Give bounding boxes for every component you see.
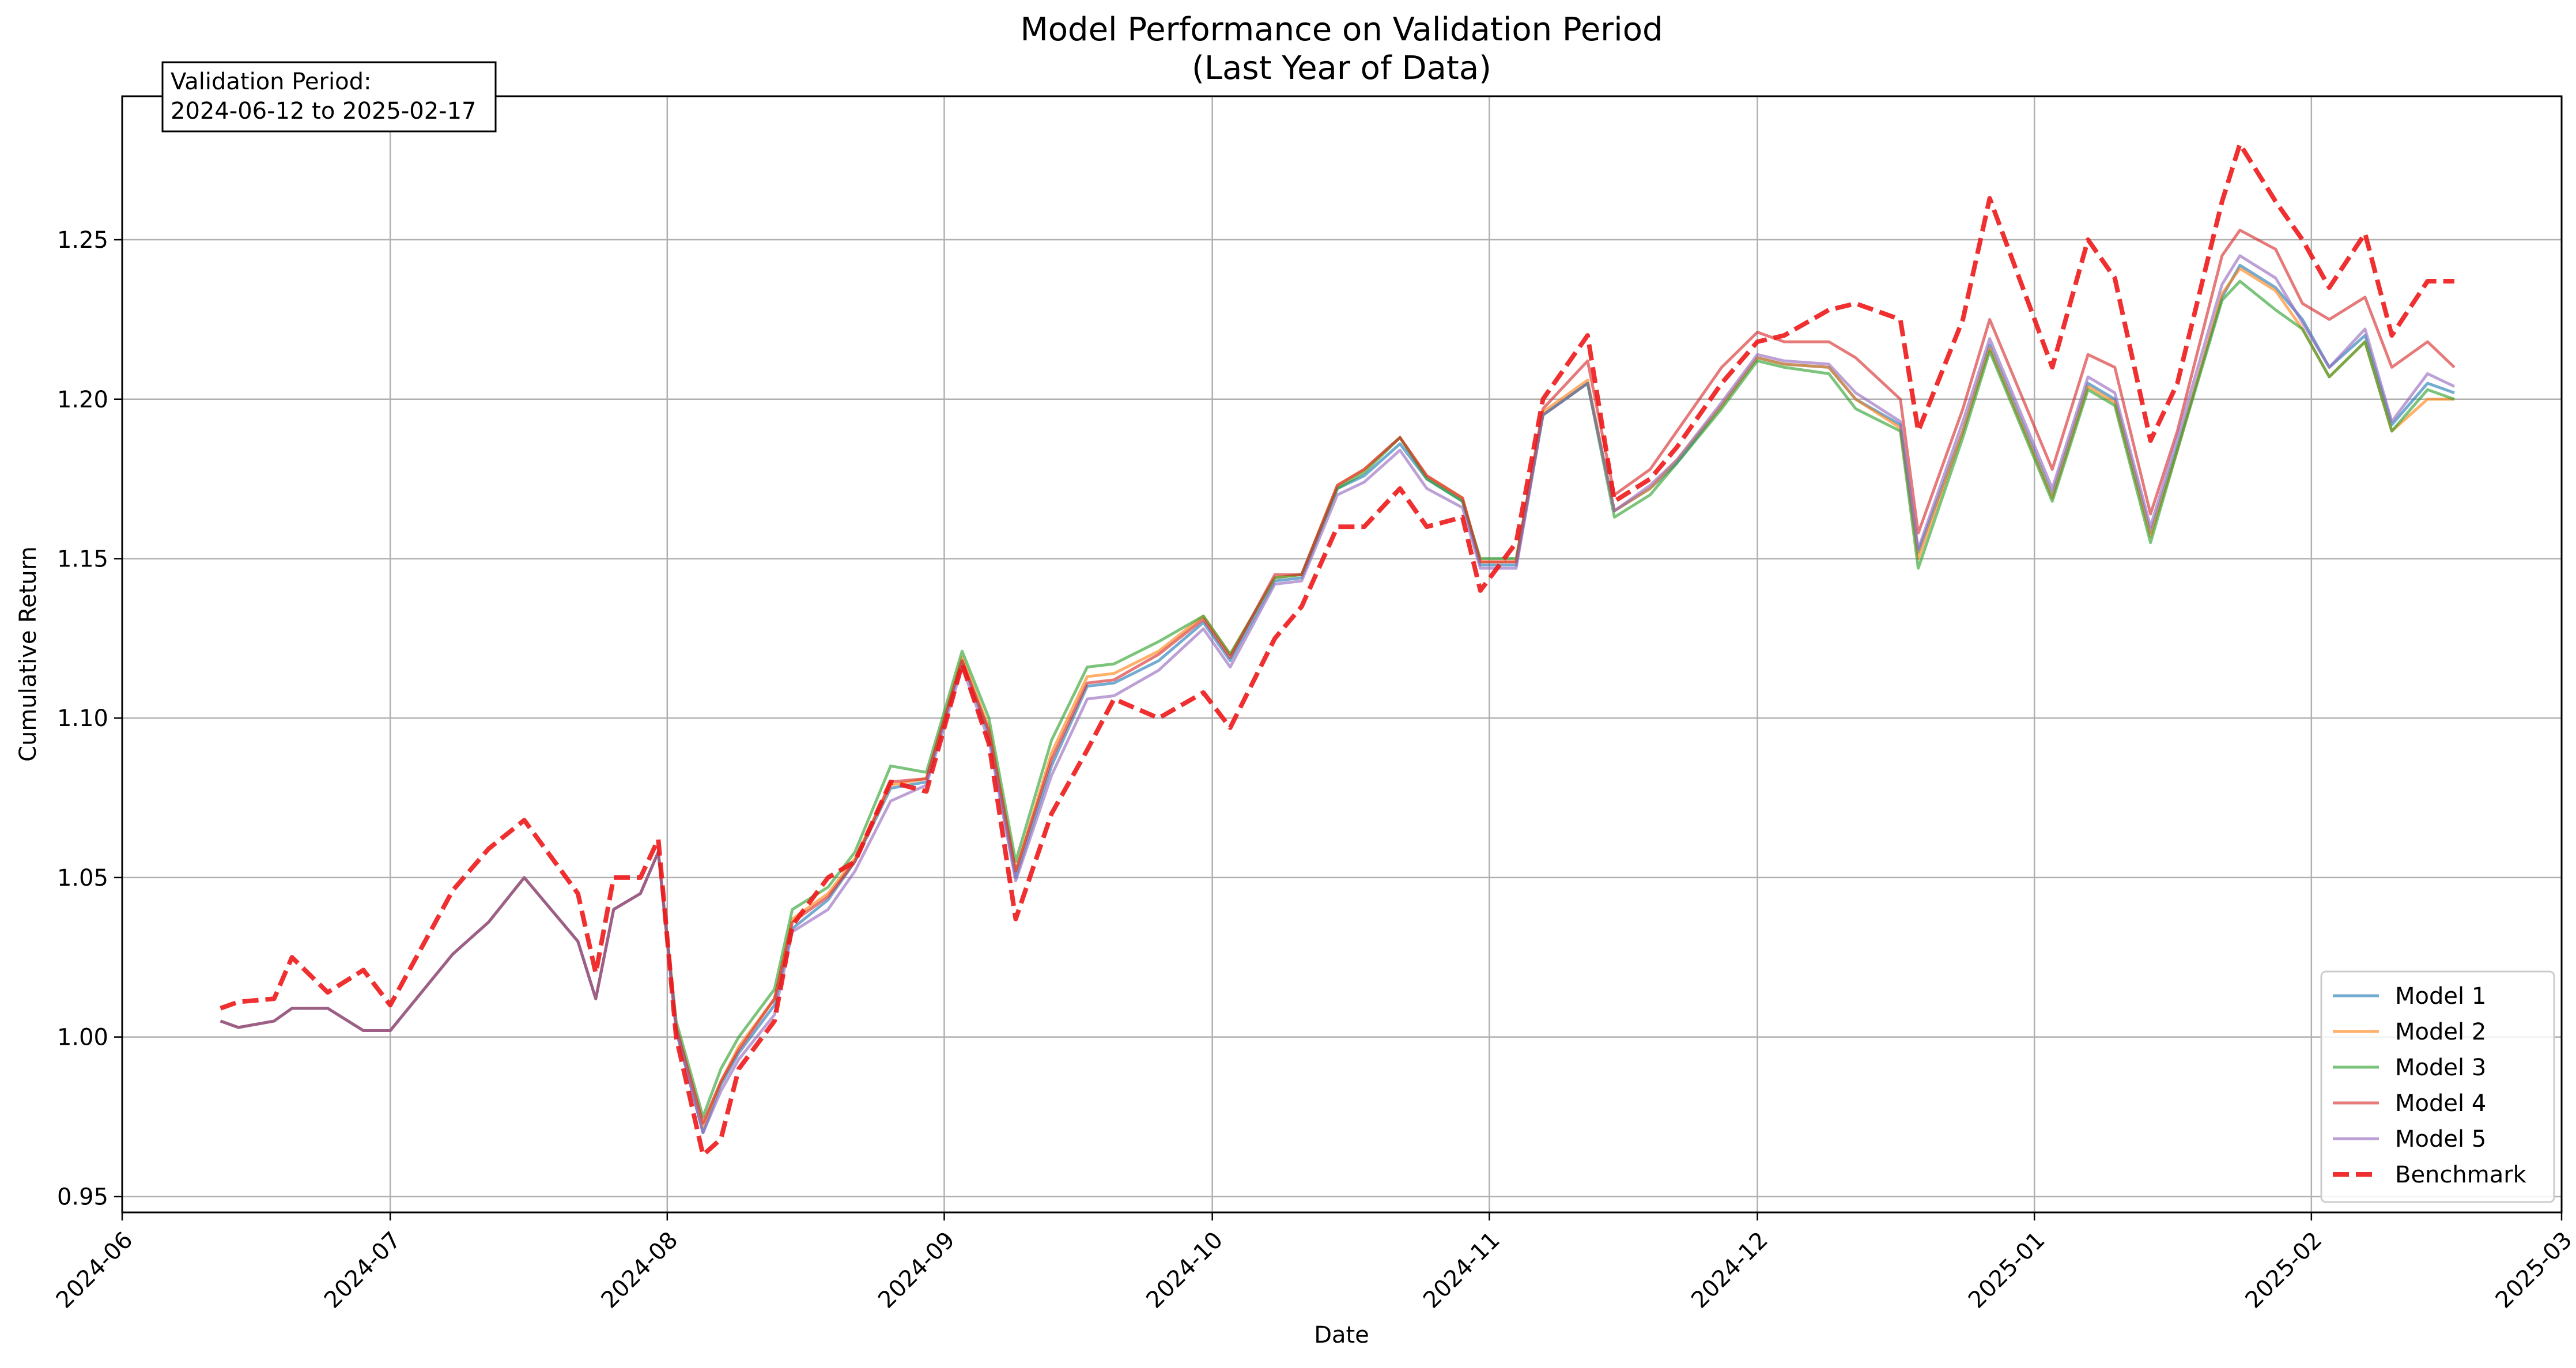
- y-tick-label: 1.25: [57, 227, 108, 254]
- legend-label: Model 1: [2395, 983, 2486, 1010]
- y-tick-label: 1.00: [57, 1025, 108, 1051]
- series-line-model-5: [220, 254, 2455, 1135]
- annotation-box: [161, 61, 497, 133]
- x-axis-label: Date: [1314, 1322, 1369, 1348]
- legend-label: Model 3: [2395, 1055, 2486, 1081]
- legend-label: Model 2: [2395, 1019, 2486, 1045]
- legend-label: Benchmark: [2395, 1162, 2527, 1188]
- legend-box: [2320, 970, 2555, 1203]
- chart-title: Model Performance on Validation Period: [1020, 11, 1663, 48]
- validation-annotation: Validation Period: 2024-06-12 to 2025-02…: [161, 61, 497, 133]
- y-tick-label: 0.95: [57, 1184, 108, 1210]
- legend-label: Model 4: [2395, 1090, 2486, 1117]
- grid-lines: [122, 96, 2562, 1212]
- legend-label: Model 5: [2395, 1126, 2486, 1152]
- chart-subtitle: (Last Year of Data): [1192, 50, 1491, 87]
- y-tick-label: 1.15: [57, 546, 108, 572]
- y-axis: 0.95 1.00 1.05 1.10 1.15 1.20 1.25: [57, 227, 122, 1210]
- y-tick-label: 1.10: [57, 705, 108, 732]
- annotation-line-2: 2024-06-12 to 2025-02-17: [171, 98, 477, 124]
- y-tick-label: 1.20: [57, 387, 108, 413]
- y-axis-label: Cumulative Return: [15, 546, 41, 762]
- series-layer: [220, 142, 2456, 1158]
- y-tick-label: 1.05: [57, 865, 108, 891]
- legend: Model 1 Model 2 Model 3 Model 4 Model 5 Bench…: [2320, 970, 2555, 1203]
- annotation-line-1: Validation Period:: [171, 69, 371, 95]
- series-line-benchmark: [220, 142, 2454, 1158]
- plot-frame: [121, 95, 2563, 1214]
